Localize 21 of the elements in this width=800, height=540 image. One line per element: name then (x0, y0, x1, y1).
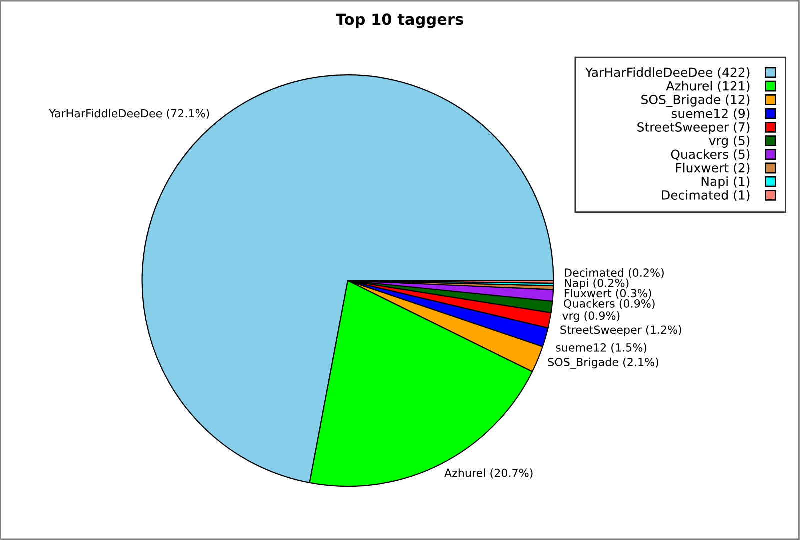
legend-label: Napi (1) (702, 176, 750, 189)
legend-label: vrg (5) (709, 136, 750, 148)
data-label: sueme12 (1.5%) (556, 343, 647, 354)
legend-label: YarHarFiddleDeeDee (422) (585, 68, 750, 79)
legend-label: Azhurel (121) (666, 81, 750, 92)
data-label: Quackers (0.9%) (564, 299, 655, 310)
legend-label: Decimated (1) (662, 190, 750, 202)
data-label: Fluxwert (0.3%) (564, 289, 652, 299)
data-label: YarHarFiddleDeeDee (72.1%) (49, 109, 210, 120)
data-label: Napi (0.2%) (565, 278, 629, 290)
data-label: SOS_Brigade (2.1%) (548, 358, 658, 369)
legend-label: Quackers (5) (671, 149, 750, 161)
data-label: vrg (0.9%) (562, 311, 620, 322)
legend-label: StreetSweeper (7) (638, 122, 750, 134)
data-label: Decimated (0.2%) (565, 268, 664, 278)
legend-label: SOS_Brigade (12) (642, 94, 750, 108)
legend-label: sueme12 (9) (672, 108, 750, 120)
chart-title: Top 10 taggers (336, 14, 464, 28)
data-label: Azhurel (20.7%) (444, 468, 533, 479)
legend-label: Fluxwert (2) (676, 163, 750, 174)
data-label: StreetSweeper (1.2%) (560, 326, 682, 336)
